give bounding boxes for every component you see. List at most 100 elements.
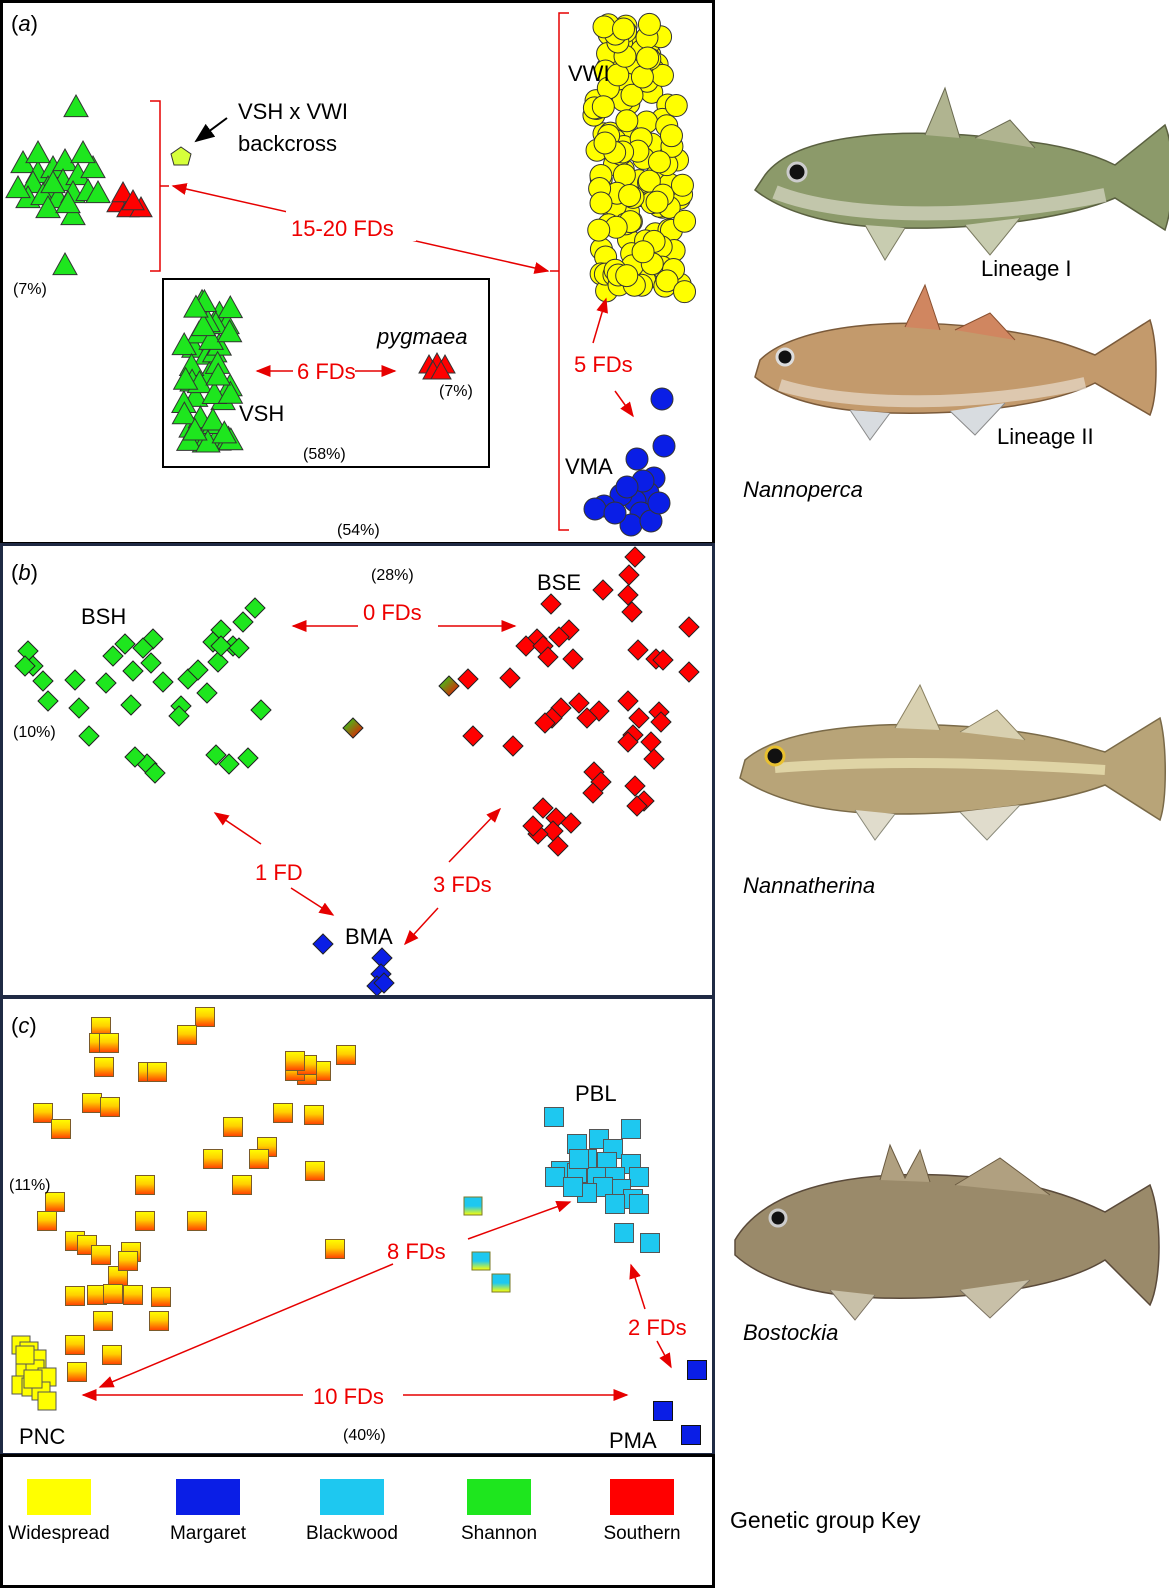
cyan-square-marker xyxy=(544,1107,564,1127)
blue-circle-marker xyxy=(583,497,607,521)
green-triangle-marker xyxy=(85,179,111,204)
green-triangle-marker xyxy=(198,326,225,350)
yellow-square-marker xyxy=(15,1345,35,1365)
yellow-circle-marker xyxy=(655,269,679,293)
red-diamond-marker xyxy=(457,668,479,690)
blue-circle-marker xyxy=(603,501,627,525)
yellow-circle-marker xyxy=(591,95,615,119)
red-diamond-marker xyxy=(537,646,559,668)
red-diamond-marker xyxy=(621,601,643,623)
green-diamond-marker xyxy=(228,637,250,659)
green-diamond-marker xyxy=(120,694,142,716)
green-diamond-marker xyxy=(122,660,144,682)
orange-square-marker xyxy=(94,1057,114,1077)
bma-label: BMA xyxy=(345,924,393,949)
blue-square-marker xyxy=(687,1360,707,1380)
orange-square-marker xyxy=(195,1007,215,1027)
genus-nannoperca: Nannoperca xyxy=(743,477,863,502)
green-diamond-marker xyxy=(14,655,36,677)
panel-c-plot: (c) PBL PNC PMA (11%) (40%) 8 FDs 10 FDs… xyxy=(9,1007,707,1453)
red-diamond-marker xyxy=(640,731,662,753)
red-diamond-marker xyxy=(532,797,554,819)
hybrid-diamond-marker xyxy=(342,717,364,739)
red-diamond-marker xyxy=(547,835,569,857)
blackwood-hybrid-square-marker xyxy=(463,1196,483,1216)
red-diamond-marker xyxy=(560,812,582,834)
vsh-cluster xyxy=(5,93,111,276)
red-diamond-marker xyxy=(627,639,649,661)
blue-circle-marker xyxy=(647,491,671,515)
orange-square-marker xyxy=(304,1105,324,1125)
green-triangle-marker xyxy=(181,417,208,441)
green-triangle-marker xyxy=(40,169,66,194)
key-item-widespread: Widespread xyxy=(0,1479,124,1545)
key-swatch xyxy=(27,1479,91,1515)
orange-square-marker xyxy=(118,1251,138,1271)
blackwood-hybrid-markers xyxy=(463,1196,511,1293)
hybrid-markers xyxy=(342,675,460,739)
green-diamond-marker xyxy=(132,637,154,659)
yellow-circle-marker xyxy=(618,184,642,208)
cyan-square-marker xyxy=(629,1167,649,1187)
orange-square-marker xyxy=(273,1103,293,1123)
vsh-label: VSH xyxy=(239,401,284,426)
green-triangle-marker xyxy=(70,139,96,164)
panel-b-plot: (b) BSH BSE BMA (28%) (10%) 0 FDs 1 FD 3… xyxy=(11,546,700,995)
green-diamond-marker xyxy=(95,672,117,694)
arrow-1fd-up xyxy=(213,812,262,845)
arrow-5fds-down xyxy=(614,390,634,418)
panel-c-letter: (c) xyxy=(11,1013,37,1038)
orange-square-marker xyxy=(93,1311,113,1331)
green-diamond-marker xyxy=(237,747,259,769)
orange-square-marker xyxy=(91,1245,111,1265)
green-triangle-marker xyxy=(217,295,244,319)
bse-cluster xyxy=(457,546,700,857)
cyan-square-marker xyxy=(605,1194,625,1214)
key-swatch xyxy=(320,1479,384,1515)
green-diamond-marker xyxy=(205,744,227,766)
green-triangle-marker xyxy=(217,380,244,404)
red-diamond-marker xyxy=(499,667,521,689)
red-diamond-marker xyxy=(624,775,646,797)
orange-square-marker xyxy=(67,1362,87,1382)
orange-square-marker xyxy=(100,1097,120,1117)
pygmaea-cluster-main xyxy=(106,180,153,218)
left-bracket xyxy=(150,100,169,272)
backcross-label-1: VSH x VWI xyxy=(238,99,348,124)
green-diamond-marker xyxy=(124,746,146,768)
green-triangle-marker xyxy=(200,407,226,431)
green-triangle-marker xyxy=(183,294,209,318)
backcross-marker xyxy=(170,146,192,166)
red-diamond-marker xyxy=(643,748,665,770)
key-label: Widespread xyxy=(8,1523,110,1544)
orange-square-marker xyxy=(249,1149,269,1169)
fish-illustrations: Lineage I Lineage II Nannoperca Nannathe… xyxy=(730,86,1169,1533)
fd-label-5: 5 FDs xyxy=(574,352,633,377)
key-label: Blackwood xyxy=(306,1523,398,1544)
red-diamond-marker xyxy=(562,648,584,670)
orange-square-marker xyxy=(336,1045,356,1065)
orange-square-marker xyxy=(151,1287,171,1307)
pygmaea-label: pygmaea xyxy=(376,324,468,349)
yellow-circle-marker xyxy=(664,94,688,118)
orange-square-marker xyxy=(285,1051,305,1071)
key-item-southern: Southern xyxy=(577,1479,707,1545)
vwi-label: VWI xyxy=(568,61,610,86)
yellow-circle-marker xyxy=(631,240,655,264)
yellow-circle-marker xyxy=(636,46,660,70)
fd-label-2: 2 FDs xyxy=(628,1315,687,1340)
yellow-circle-marker xyxy=(593,131,617,155)
green-triangle-marker xyxy=(171,331,198,356)
red-diamond-marker xyxy=(515,635,537,657)
green-triangle-marker xyxy=(63,93,89,118)
green-diamond-marker xyxy=(244,597,266,619)
red-diamond-marker xyxy=(678,616,700,638)
arrow-2fds-down xyxy=(656,1340,672,1369)
nannoperca-lineage-2-fish-image xyxy=(754,283,1157,441)
yellow-circle-marker xyxy=(647,150,671,174)
arrow-3fds-down xyxy=(403,907,439,946)
green-triangle-marker xyxy=(52,147,78,172)
red-diamond-marker xyxy=(502,735,524,757)
cyan-square-marker xyxy=(563,1177,583,1197)
green-diamond-marker xyxy=(140,652,162,674)
